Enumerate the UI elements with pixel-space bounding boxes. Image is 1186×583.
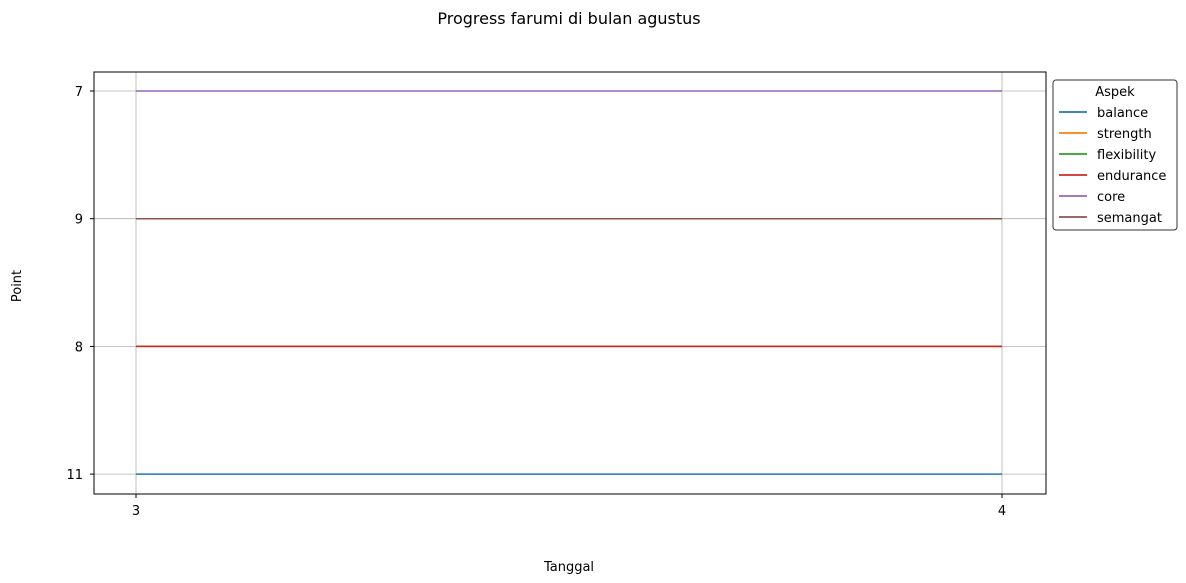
legend-entries: balance strength flexibility endurance core s… [1059,106,1166,226]
legend-label-core: core [1097,190,1125,205]
grid-lines [94,72,1046,494]
legend: Aspek balance strength flexibility enduranc… [1052,79,1178,231]
x-axis-label: Tanggal [543,560,594,575]
legend-label-flexibility: flexibility [1097,148,1156,163]
chart-title: Progress farumi di bulan agustus [437,9,700,28]
legend-box [1052,79,1178,231]
y-tick-label: 8 [75,340,83,355]
series-lines [136,90,1002,475]
y-axis-ticks: 7 9 8 11 [66,85,94,483]
legend-label-semangat: semangat [1097,211,1162,226]
y-axis-label: Point [10,270,25,302]
plot-frame [93,71,1047,495]
legend-label-endurance: endurance [1097,169,1166,184]
y-tick-label: 9 [75,213,83,228]
x-tick-label: 3 [132,504,140,519]
legend-label-strength: strength [1097,127,1152,142]
y-tick-label: 11 [66,468,83,483]
x-tick-label: 4 [998,504,1006,519]
y-tick-label: 7 [75,85,83,100]
legend-label-balance: balance [1097,106,1148,121]
legend-title: Aspek [1095,85,1135,100]
